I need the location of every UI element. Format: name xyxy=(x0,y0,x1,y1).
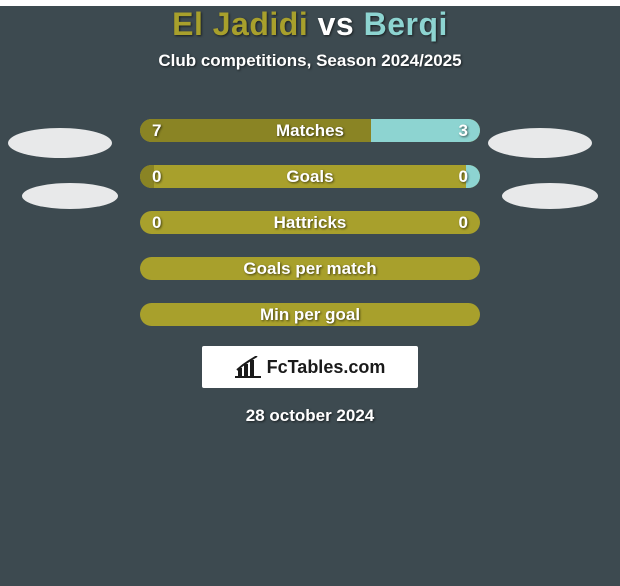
stat-row: Goals per match xyxy=(140,257,480,280)
stat-label: Min per goal xyxy=(140,303,480,326)
stat-label: Matches xyxy=(140,119,480,142)
logo-box: FcTables.com xyxy=(202,346,418,388)
avatar-placeholder xyxy=(8,128,112,158)
page-title: El Jadidi vs Berqi xyxy=(0,6,620,43)
stat-row: Goals0 0 xyxy=(140,165,480,188)
stat-value-right: 0 xyxy=(459,211,468,234)
subtitle: Club competitions, Season 2024/2025 xyxy=(0,51,620,71)
comparison-card: El Jadidi vs Berqi Club competitions, Se… xyxy=(0,6,620,586)
title-vs: vs xyxy=(318,6,355,42)
stat-label: Goals per match xyxy=(140,257,480,280)
stat-row: Min per goal xyxy=(140,303,480,326)
stat-row: Hattricks0 0 xyxy=(140,211,480,234)
stat-value-left: 0 xyxy=(152,165,161,188)
avatar-placeholder xyxy=(488,128,592,158)
stat-value-left: 7 xyxy=(152,119,161,142)
logo-text: FcTables.com xyxy=(267,357,386,378)
stat-label: Hattricks xyxy=(140,211,480,234)
title-player2: Berqi xyxy=(364,6,448,42)
stat-label: Goals xyxy=(140,165,480,188)
title-player1: El Jadidi xyxy=(172,6,308,42)
stat-value-left: 0 xyxy=(152,211,161,234)
chart-icon xyxy=(235,356,261,378)
stat-value-right: 3 xyxy=(459,119,468,142)
avatar-placeholder xyxy=(502,183,598,209)
avatar-placeholder xyxy=(22,183,118,209)
stat-row: Matches7 3 xyxy=(140,119,480,142)
stat-value-right: 0 xyxy=(459,165,468,188)
date-line: 28 october 2024 xyxy=(0,406,620,426)
